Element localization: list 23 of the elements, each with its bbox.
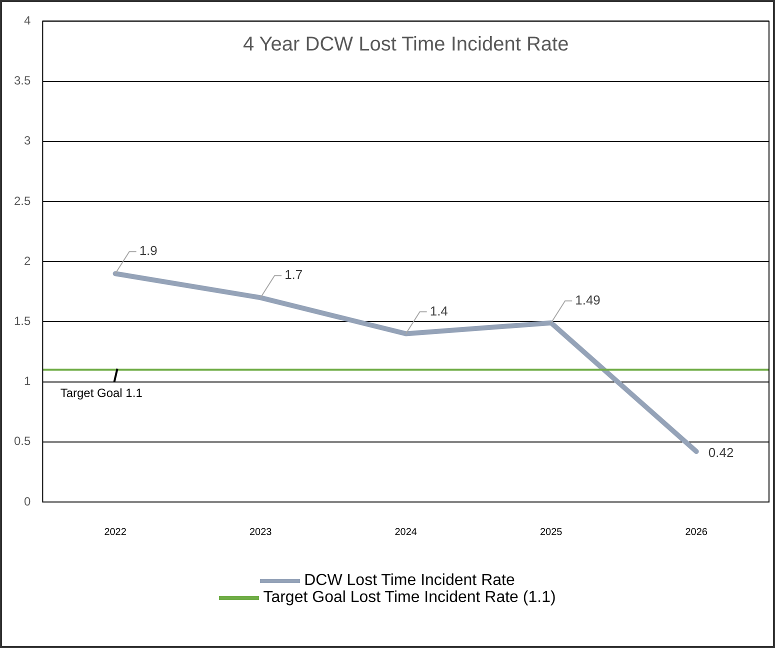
- y-tick-label: 4: [24, 14, 31, 28]
- x-tick-label: 2022: [104, 526, 127, 538]
- y-tick-label: 1.5: [14, 314, 31, 328]
- y-tick-label: 0: [24, 494, 31, 508]
- y-tick-label: 1: [24, 374, 31, 388]
- legend-label: Target Goal Lost Time Incident Rate (1.1): [263, 589, 556, 606]
- annotation: Target Goal 1.1: [60, 386, 143, 400]
- data-label: 1.9: [139, 243, 158, 258]
- text: 4 Year DCW Lost Time Incident Rate: [242, 34, 569, 56]
- y-tick-label: 2.5: [14, 194, 31, 208]
- y-tick-label: 3.5: [14, 74, 31, 88]
- data-label: 1.49: [575, 292, 600, 308]
- data-label: 0.42: [708, 445, 734, 460]
- y-tick-label: 2: [24, 254, 31, 268]
- x-tick-label: 2024: [394, 526, 418, 538]
- y-tick-label: 3: [24, 134, 31, 148]
- y-tick-label: 0.5: [14, 434, 31, 448]
- x-tick-label: 2026: [685, 526, 708, 538]
- x-tick-label: 2023: [249, 526, 272, 538]
- data-label: 1.7: [284, 267, 303, 282]
- data-label: 1.4: [430, 303, 448, 318]
- x-tick-label: 2025: [540, 526, 563, 538]
- legend-label: DCW Lost Time Incident Rate: [304, 572, 515, 589]
